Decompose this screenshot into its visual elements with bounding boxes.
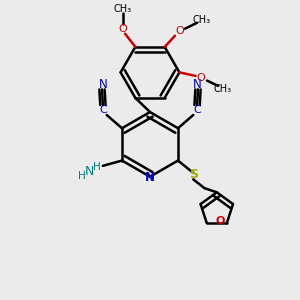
Text: S: S	[189, 168, 198, 182]
Text: N: N	[98, 78, 107, 91]
Text: H: H	[78, 171, 85, 181]
Text: C: C	[99, 105, 107, 115]
Text: O: O	[216, 216, 225, 226]
Text: C: C	[193, 105, 201, 115]
Text: O: O	[176, 26, 184, 36]
Text: CH₃: CH₃	[214, 84, 232, 94]
Text: N: N	[84, 165, 94, 178]
Text: H: H	[93, 162, 101, 172]
Text: O: O	[196, 73, 205, 83]
Text: CH₃: CH₃	[114, 4, 132, 14]
Text: N: N	[193, 78, 202, 91]
Text: CH₃: CH₃	[193, 15, 211, 25]
Text: O: O	[118, 24, 127, 34]
Text: N: N	[145, 171, 155, 184]
